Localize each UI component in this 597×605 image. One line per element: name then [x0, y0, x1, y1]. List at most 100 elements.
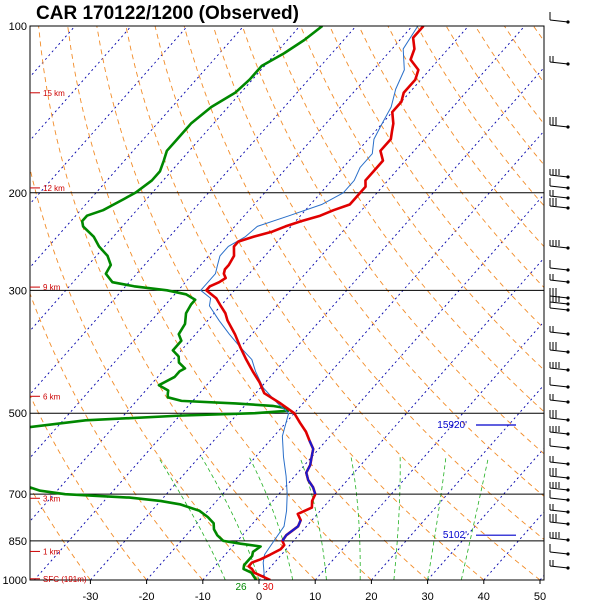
barb-staff [549, 307, 569, 311]
wind-barb [549, 117, 570, 129]
barb-staff [549, 205, 569, 209]
barb-staff [549, 349, 569, 353]
wind-barb [549, 300, 570, 312]
dry-adiabat-line [212, 26, 544, 497]
isotherm-line [30, 26, 244, 269]
wind-barb [549, 394, 570, 404]
barb-staff [549, 267, 569, 271]
barb-station-dot [566, 498, 570, 502]
wind-barb [549, 456, 570, 466]
annotations: 15920' 5102' 26 30 [235, 420, 516, 593]
barb-staff [549, 551, 569, 555]
isotherm-line [33, 26, 525, 580]
saturated-layer-trace [281, 519, 302, 542]
barb-station-dot [566, 175, 570, 179]
barb-station-dot [566, 566, 570, 570]
dry-adiabat-line [533, 26, 544, 42]
temperature-tick-label: -10 [195, 591, 211, 603]
barb-station-dot [566, 196, 570, 200]
surface-value-label: 30 [262, 582, 274, 593]
barb-station-dot [566, 125, 570, 129]
wind-barb [549, 532, 570, 542]
dry-adiabat-line [241, 26, 544, 455]
moist-adiabat-line [350, 457, 361, 580]
isotherm-line [30, 26, 188, 205]
sounding-traces [30, 26, 425, 580]
wind-barb [549, 377, 570, 389]
dry-adiabat-line [474, 26, 544, 125]
dry-adiabat-line [416, 26, 544, 207]
moist-adiabat-line [393, 457, 401, 580]
temperature-tick-label: 40 [478, 591, 490, 603]
barb-station-dot [566, 280, 570, 284]
temperature-tick-label: 0 [256, 591, 262, 603]
isotherm-line [30, 26, 469, 522]
temperature-tick-label: -30 [82, 591, 98, 603]
temperature-tick-label: 50 [534, 591, 546, 603]
wind-barbs [549, 12, 570, 570]
wind-barb [549, 326, 570, 336]
height-label: 3 km [43, 494, 61, 503]
height-label: 6 km [43, 392, 61, 401]
wind-barb [549, 56, 570, 66]
wind-barb [549, 169, 570, 179]
dry-adiabat-line [300, 26, 544, 371]
barb-station-dot [566, 62, 570, 66]
barb-staff [549, 487, 569, 491]
wind-barb [549, 490, 570, 502]
barb-station-dot [566, 308, 570, 312]
chart-title: CAR 170122/1200 (Observed) [36, 3, 299, 24]
surface-value-label: 26 [235, 582, 247, 593]
dry-adiabat-line [592, 26, 597, 580]
pressure-tick-label: 850 [9, 536, 27, 548]
plot-frame [29, 25, 545, 581]
barb-station-dot [566, 400, 570, 404]
barb-staff [549, 185, 569, 189]
dry-adiabat-line [38, 26, 316, 580]
parcel-trace [200, 26, 419, 580]
wind-barb [549, 468, 570, 480]
height-labels: 15 km 12 km 9 km 6 km 3 km 1 km SFC (191m) [30, 89, 87, 584]
isotherm-line [30, 26, 357, 395]
wind-barb [549, 410, 570, 422]
wind-barb [549, 560, 570, 570]
wind-barb [549, 198, 570, 210]
barb-staff [549, 537, 569, 541]
barb-station-dot [566, 510, 570, 514]
saturated-layer-trace [305, 440, 317, 495]
moist-adiabat-line [157, 456, 226, 580]
barb-station-dot [566, 206, 570, 210]
height-label: 15 km [43, 89, 65, 98]
temperature-tick-label: -20 [139, 591, 155, 603]
wind-barb [549, 342, 570, 354]
barb-staff [549, 509, 569, 513]
level-height-label: 5102' [443, 530, 467, 541]
barb-staff [549, 384, 569, 388]
barb-station-dot [566, 368, 570, 372]
wind-barb [549, 514, 570, 526]
barb-staff [549, 417, 569, 421]
wind-barb [549, 438, 570, 450]
barb-staff [549, 331, 569, 335]
wind-barb [549, 274, 570, 284]
barb-staff [549, 174, 569, 178]
dry-adiabat-line [503, 26, 544, 84]
pressure-tick-label: 700 [9, 489, 27, 501]
wind-barb [549, 178, 570, 190]
temperature-tick-label: 10 [309, 591, 321, 603]
wind-barb [549, 12, 570, 24]
height-label: 12 km [43, 184, 65, 193]
pressure-axis-labels: 100 200 300 500 700 850 1000 [3, 21, 27, 587]
isotherm-line [30, 26, 301, 332]
temperature-tick-label: 20 [365, 591, 377, 603]
pressure-tick-label: 100 [9, 21, 27, 33]
barb-staff [549, 461, 569, 465]
isotherm-line [90, 66, 544, 580]
barb-station-dot [566, 446, 570, 450]
wind-barb [549, 544, 570, 556]
dry-adiabat-line [125, 26, 485, 580]
barb-staff [549, 367, 569, 371]
barb-station-dot [566, 538, 570, 542]
barb-station-dot [566, 476, 570, 480]
barb-station-dot [566, 432, 570, 436]
